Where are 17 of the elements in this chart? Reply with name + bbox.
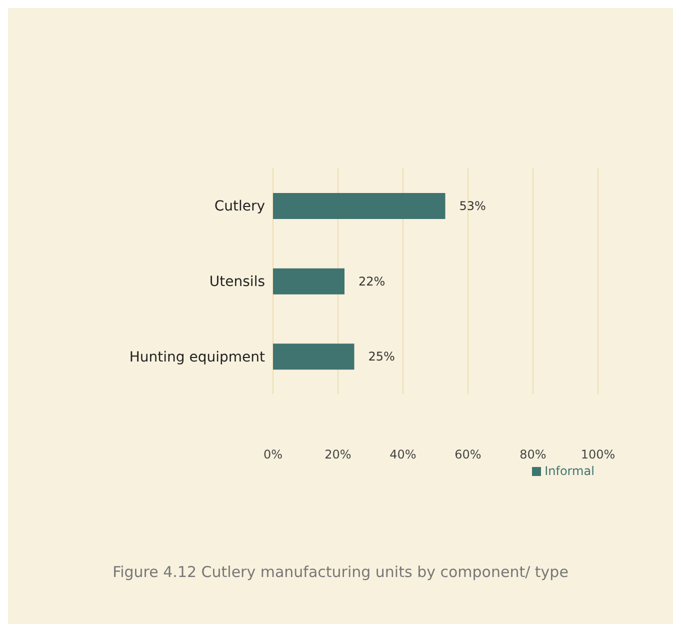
y-tick-label: Hunting equipment (129, 349, 266, 366)
bar (273, 268, 344, 294)
x-tick-label: 100% (580, 448, 616, 462)
data-label: 25% (368, 350, 395, 364)
data-label: 53% (459, 199, 486, 213)
x-tick-label: 40% (390, 448, 416, 462)
y-tick-label: Utensils (209, 274, 265, 290)
y-tick-label: Cutlery (214, 198, 265, 215)
bar (273, 344, 354, 370)
bar (273, 193, 446, 219)
data-label: 22% (358, 274, 386, 288)
x-tick-label: 80% (520, 448, 546, 462)
x-tick-label: 60% (454, 448, 482, 462)
legend-label: Informal (544, 464, 594, 478)
caption: Figure 4.12 Cutlery manufacturing units by component/ type (112, 563, 570, 581)
x-tick-label: 20% (324, 448, 352, 462)
x-tick-label: 0% (263, 448, 283, 462)
